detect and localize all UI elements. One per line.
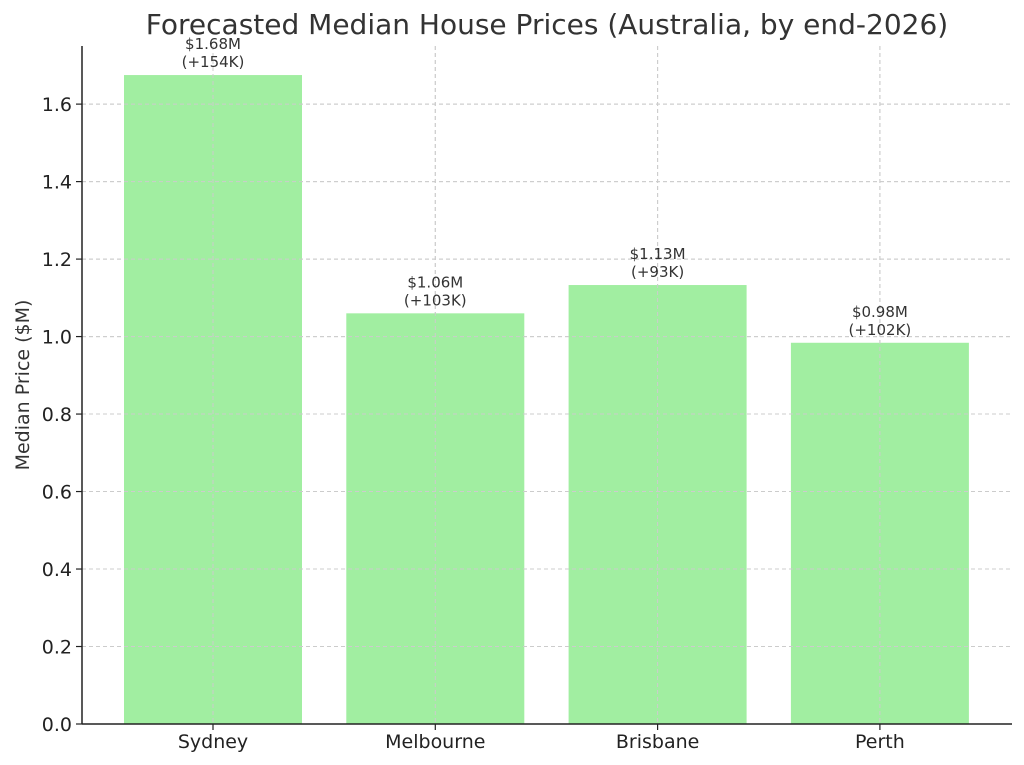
y-tick-label: 0.4 <box>42 559 72 581</box>
y-tick-label: 0.8 <box>42 404 72 426</box>
axes: 0.0 0.2 0.4 0.6 0.8 1.0 1.2 1.4 1.6 Sydney Melbour… <box>42 46 1012 753</box>
x-tick-label: Brisbane <box>616 731 699 753</box>
bar-value-label: $1.68M <box>185 35 241 53</box>
bar-change-label: (+102K) <box>849 321 912 339</box>
x-tick-label: Melbourne <box>385 731 485 753</box>
data-labels: $1.68M(+154K) $1.06M(+103K) $1.13M(+93K) $0… <box>82 35 1012 725</box>
bar-value-label: $0.98M <box>852 303 908 321</box>
y-tick-label: 0.2 <box>42 637 72 659</box>
y-tick-label: 1.6 <box>42 94 72 116</box>
bar-value-label: $1.13M <box>630 245 686 263</box>
bar-change-label: (+154K) <box>182 53 245 71</box>
bar-value-label: $1.06M <box>407 273 463 291</box>
bar-change-label: (+103K) <box>404 291 467 309</box>
chart-title: Forecasted Median House Prices (Australi… <box>146 8 948 41</box>
y-tick-label: 0.0 <box>42 714 72 736</box>
y-tick-label: 1.2 <box>42 249 72 271</box>
x-tick-label: Sydney <box>178 731 248 753</box>
x-tick-label: Perth <box>855 731 905 753</box>
y-tick-label: 1.0 <box>42 327 72 349</box>
y-axis-label: Median Price ($M) <box>12 300 34 471</box>
bars <box>124 75 969 725</box>
bar-change-label: (+93K) <box>631 263 684 281</box>
y-tick-label: 0.6 <box>42 482 72 504</box>
y-tick-label: 1.4 <box>42 172 72 194</box>
